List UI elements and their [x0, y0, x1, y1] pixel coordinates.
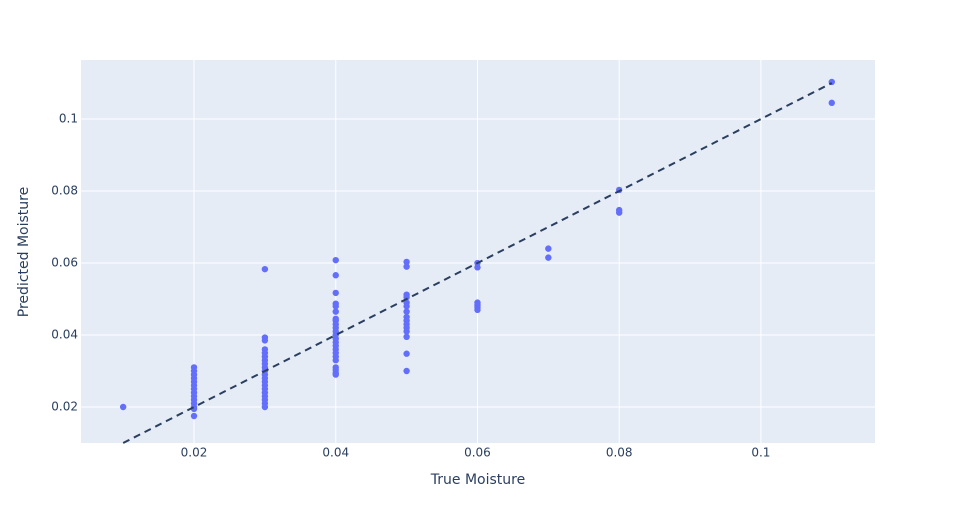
y-tick-label: 0.08 [51, 184, 78, 198]
point [828, 99, 835, 107]
x-axis-title: True Moisture [430, 472, 525, 488]
x-tick-label: 0.08 [606, 446, 633, 460]
point [332, 256, 339, 264]
point [190, 412, 198, 420]
point [261, 337, 269, 344]
x-tick-label: 0.06 [464, 446, 491, 460]
y-tick-label: 0.1 [59, 112, 78, 126]
x-tick-label: 0.02 [181, 446, 208, 460]
y-tick-label: 0.06 [51, 256, 78, 270]
point [545, 245, 552, 252]
point [403, 308, 410, 315]
point [403, 303, 410, 310]
point [261, 265, 269, 273]
point [403, 333, 410, 341]
point [332, 303, 339, 310]
point [261, 403, 269, 411]
point [545, 254, 552, 261]
point [474, 264, 481, 271]
point [332, 308, 339, 315]
point [119, 403, 127, 411]
point [403, 328, 410, 335]
x-tick-label: 0.04 [322, 446, 349, 460]
point [403, 263, 410, 270]
point [403, 367, 410, 375]
y-tick-label: 0.04 [51, 328, 78, 342]
reference-line [122, 82, 833, 444]
point [332, 357, 339, 364]
plot-area [81, 60, 875, 443]
x-tick-label: 0.1 [751, 446, 770, 460]
point [474, 306, 481, 314]
point [332, 371, 339, 378]
point [190, 364, 198, 371]
point [332, 289, 339, 297]
point [403, 258, 410, 266]
y-axis-title: Predicted Moisture [16, 187, 32, 317]
point [615, 209, 623, 216]
point [403, 350, 410, 357]
point [332, 272, 339, 279]
y-tick-label: 0.02 [51, 400, 78, 414]
